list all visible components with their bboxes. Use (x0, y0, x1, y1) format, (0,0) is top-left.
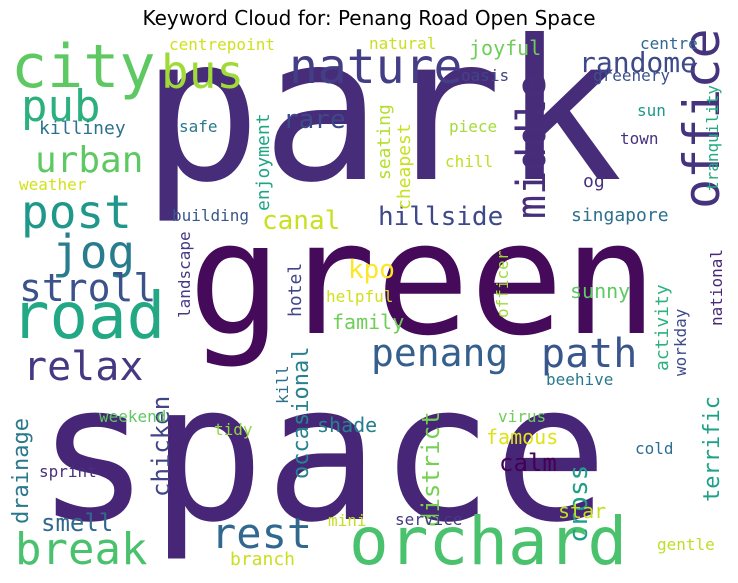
word-middle: middle (509, 74, 555, 220)
word-famous: famous (486, 425, 559, 449)
word-occasional: occasional (289, 346, 314, 479)
word-national: national (707, 248, 726, 326)
word-sun: sun (637, 101, 666, 120)
word-space: space (36, 343, 608, 564)
word-branch: branch (230, 549, 296, 570)
word-building: building (172, 206, 250, 225)
word-city: city (11, 32, 156, 102)
word-jog: jog (52, 225, 136, 279)
word-og: og (583, 171, 605, 192)
word-chill: chill (445, 152, 494, 171)
word-enjoyment: enjoyment (253, 113, 274, 211)
word-pub: pub (21, 81, 101, 132)
word-tidy: tidy (214, 420, 253, 439)
word-piece: piece (449, 117, 498, 136)
word-landscape: landscape (175, 231, 194, 318)
word-virus: virus (498, 407, 547, 426)
word-oasis: oasis (461, 66, 510, 85)
word-cheapest: cheapest (394, 123, 415, 210)
word-penang: penang (371, 331, 509, 375)
word-stroll: stroll (19, 266, 157, 310)
word-safe: safe (179, 117, 218, 136)
word-terrific: terrific (700, 396, 725, 502)
word-killiney: killiney (39, 118, 126, 139)
word-rest: rest (211, 509, 313, 558)
word-relax: relax (23, 344, 144, 390)
word-service: service (395, 510, 463, 529)
word-cold: cold (635, 439, 674, 458)
word-canal: canal (262, 206, 341, 236)
word-smell: smell (41, 509, 114, 537)
word-drainage: drainage (11, 418, 34, 524)
word-urban: urban (35, 140, 144, 181)
word-path: path (541, 331, 638, 377)
word-bus: bus (161, 45, 245, 99)
word-weekend: weekend (99, 407, 167, 426)
word-randome: randome (579, 46, 698, 79)
word-joyful: joyful (469, 36, 542, 60)
word-hotel: hotel (285, 262, 306, 317)
word-centre: centre (640, 34, 698, 53)
word-calm: calm (499, 449, 557, 477)
word-workday: workday (671, 308, 690, 376)
word-green: green (188, 188, 658, 370)
word-greenery: greenery (593, 66, 671, 85)
word-cloud: park green space city road orchard nature bus pu… (11, 31, 728, 580)
word-mini: mini (328, 511, 367, 530)
word-sunny: sunny (570, 279, 631, 303)
word-orchard: orchard (349, 503, 628, 580)
word-break: break (15, 524, 148, 575)
word-centrepoint: centrepoint (169, 35, 275, 54)
word-singapore: singapore (571, 205, 669, 226)
word-road: road (11, 280, 166, 354)
word-post: post (21, 185, 132, 239)
word-gentle: gentle (657, 535, 715, 554)
word-sprint: sprint (39, 462, 97, 481)
word-activity: activity (652, 284, 673, 371)
word-kpo: kpo (348, 255, 395, 285)
word-officer: officer (493, 250, 512, 318)
word-star: star (558, 499, 607, 523)
word-weather: weather (19, 175, 87, 194)
word-town: town (620, 129, 659, 148)
word-nature: nature (289, 39, 463, 95)
word-natural: natural (369, 34, 437, 53)
word-seating: seating (374, 104, 395, 180)
word-helpful: helpful (326, 287, 394, 306)
word-hillside: hillside (378, 202, 504, 232)
word-shade: shade (317, 413, 378, 437)
word-family: family (332, 310, 405, 334)
word-beehive: beehive (546, 370, 614, 389)
word-tranquility: tranquility (703, 85, 722, 191)
chart-title: Keyword Cloud for: Penang Road Open Spac… (142, 6, 596, 30)
word-kill: kill (273, 365, 292, 404)
word-rare: rare (283, 105, 346, 135)
word-park: park (141, 31, 623, 227)
